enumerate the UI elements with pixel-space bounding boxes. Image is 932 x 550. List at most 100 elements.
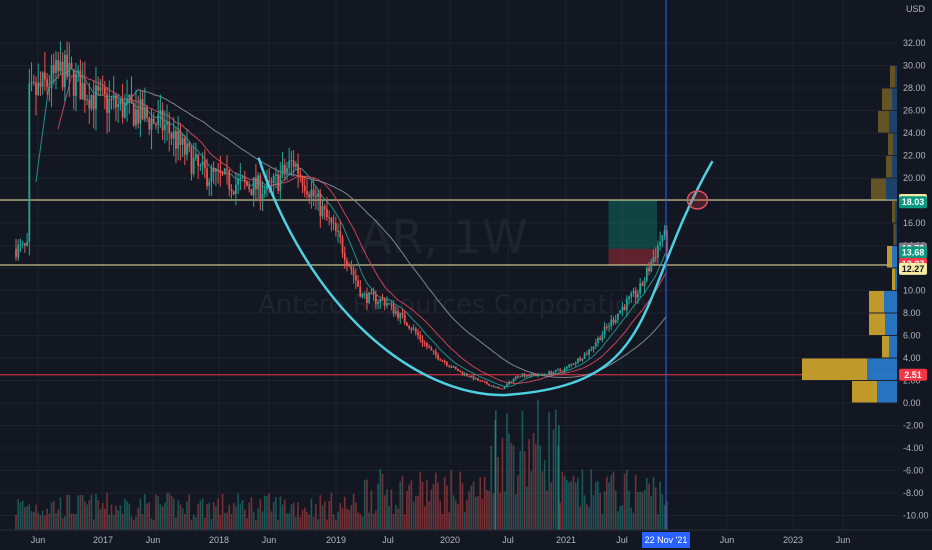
candle-body xyxy=(588,349,590,355)
candle-body xyxy=(254,177,257,190)
volume-bar xyxy=(266,496,268,530)
volume-bar xyxy=(41,510,44,530)
candle-body xyxy=(372,292,375,295)
candle-body xyxy=(115,95,117,108)
candle-body xyxy=(390,303,393,305)
volume-bar xyxy=(634,475,637,530)
volume-bar xyxy=(228,504,231,530)
candle-body xyxy=(368,292,371,303)
cup-pattern-drawing[interactable] xyxy=(257,157,714,397)
candle-body xyxy=(448,365,451,367)
volume-bar xyxy=(606,476,608,530)
volume-bar xyxy=(17,499,20,530)
time-tick-label: Jun xyxy=(31,535,46,545)
volume-bar xyxy=(139,498,142,530)
candle-body xyxy=(92,94,95,110)
time-tick-label: Jun xyxy=(720,535,735,545)
candle-body xyxy=(437,355,439,360)
price-tick-label: 28.00 xyxy=(903,83,926,93)
price-tag-bg xyxy=(899,368,927,381)
candle-body xyxy=(474,378,477,380)
candle-body xyxy=(75,73,77,96)
volume-bar xyxy=(328,501,330,530)
candle-body xyxy=(641,283,644,287)
candle-body xyxy=(321,206,324,217)
candle-body xyxy=(157,114,160,126)
volume-bar xyxy=(361,516,364,530)
candle-body xyxy=(290,160,293,162)
cup-curve[interactable] xyxy=(257,157,714,397)
volume-bar xyxy=(179,504,182,530)
volume-bar xyxy=(432,484,435,530)
long-position-box[interactable] xyxy=(608,199,658,265)
candle-body xyxy=(46,79,48,87)
candle-body xyxy=(30,81,33,84)
volume-bar xyxy=(28,504,31,530)
candle-body xyxy=(223,168,226,174)
volume-bar xyxy=(619,506,621,530)
volume-bar xyxy=(610,475,613,530)
candle-body xyxy=(519,376,522,378)
candle-body xyxy=(257,175,260,190)
candle-body xyxy=(292,160,295,167)
volume-bar xyxy=(195,517,197,530)
candle-body xyxy=(334,223,337,232)
candle-body xyxy=(150,118,153,130)
candle-body xyxy=(532,373,535,375)
candle-body xyxy=(19,244,22,246)
volume-bar xyxy=(290,504,293,530)
volume-bar xyxy=(283,499,286,530)
candle-body xyxy=(297,163,299,174)
volume-bar xyxy=(246,518,248,530)
volume-bar xyxy=(68,494,71,530)
profile-bar-gold xyxy=(869,313,885,335)
candle-body xyxy=(634,290,637,298)
volume-bar xyxy=(297,502,299,530)
candle-body xyxy=(430,347,433,351)
candle-body xyxy=(503,386,506,390)
volume-bar xyxy=(330,492,333,530)
time-axis-ticks: Jun 2017 Jun 2018 Jun 2019 Jul 2020 Jul 2021 Jul Ju… xyxy=(31,535,851,545)
profile-bar-blue xyxy=(886,178,897,200)
volume-bar xyxy=(308,514,310,530)
volume-bar xyxy=(252,511,255,530)
volume-bar xyxy=(383,495,386,530)
volume-bar xyxy=(92,519,95,530)
candle-body xyxy=(319,193,322,217)
candle-body xyxy=(548,371,550,375)
volume-bar xyxy=(379,468,382,530)
candle-body xyxy=(323,206,326,210)
volume-bar xyxy=(255,520,257,530)
volume-bar xyxy=(106,492,108,530)
volume-bar xyxy=(632,512,635,530)
candle-body xyxy=(623,306,626,311)
candle-body xyxy=(179,130,182,145)
profile-bar-gold xyxy=(869,291,884,313)
volume-bar xyxy=(419,471,422,530)
position-target-zone[interactable] xyxy=(608,199,658,249)
volume-bar xyxy=(561,471,564,530)
time-tick-label: Jun xyxy=(836,535,851,545)
volume-bar xyxy=(155,494,157,530)
candle-body xyxy=(401,312,404,315)
volume-bar xyxy=(332,514,335,530)
volume-bar xyxy=(648,483,650,530)
candle-body xyxy=(572,363,575,365)
volume-bar xyxy=(321,505,324,530)
volume-bar xyxy=(408,484,410,530)
volume-bar xyxy=(323,501,326,530)
candle-body xyxy=(650,262,653,272)
volume-bar xyxy=(415,495,417,530)
candle-body xyxy=(228,169,231,190)
position-stop-zone[interactable] xyxy=(608,248,658,265)
profile-bar-blue xyxy=(895,223,897,245)
time-tick-label: 2018 xyxy=(209,535,229,545)
volume-bar xyxy=(226,512,228,530)
horizontal-levels[interactable] xyxy=(0,199,897,376)
volume-bar xyxy=(446,485,448,530)
volume-bar xyxy=(372,513,375,530)
target-marker-circle[interactable] xyxy=(686,190,709,210)
candle-body xyxy=(119,98,122,105)
volume-bar xyxy=(581,469,584,530)
